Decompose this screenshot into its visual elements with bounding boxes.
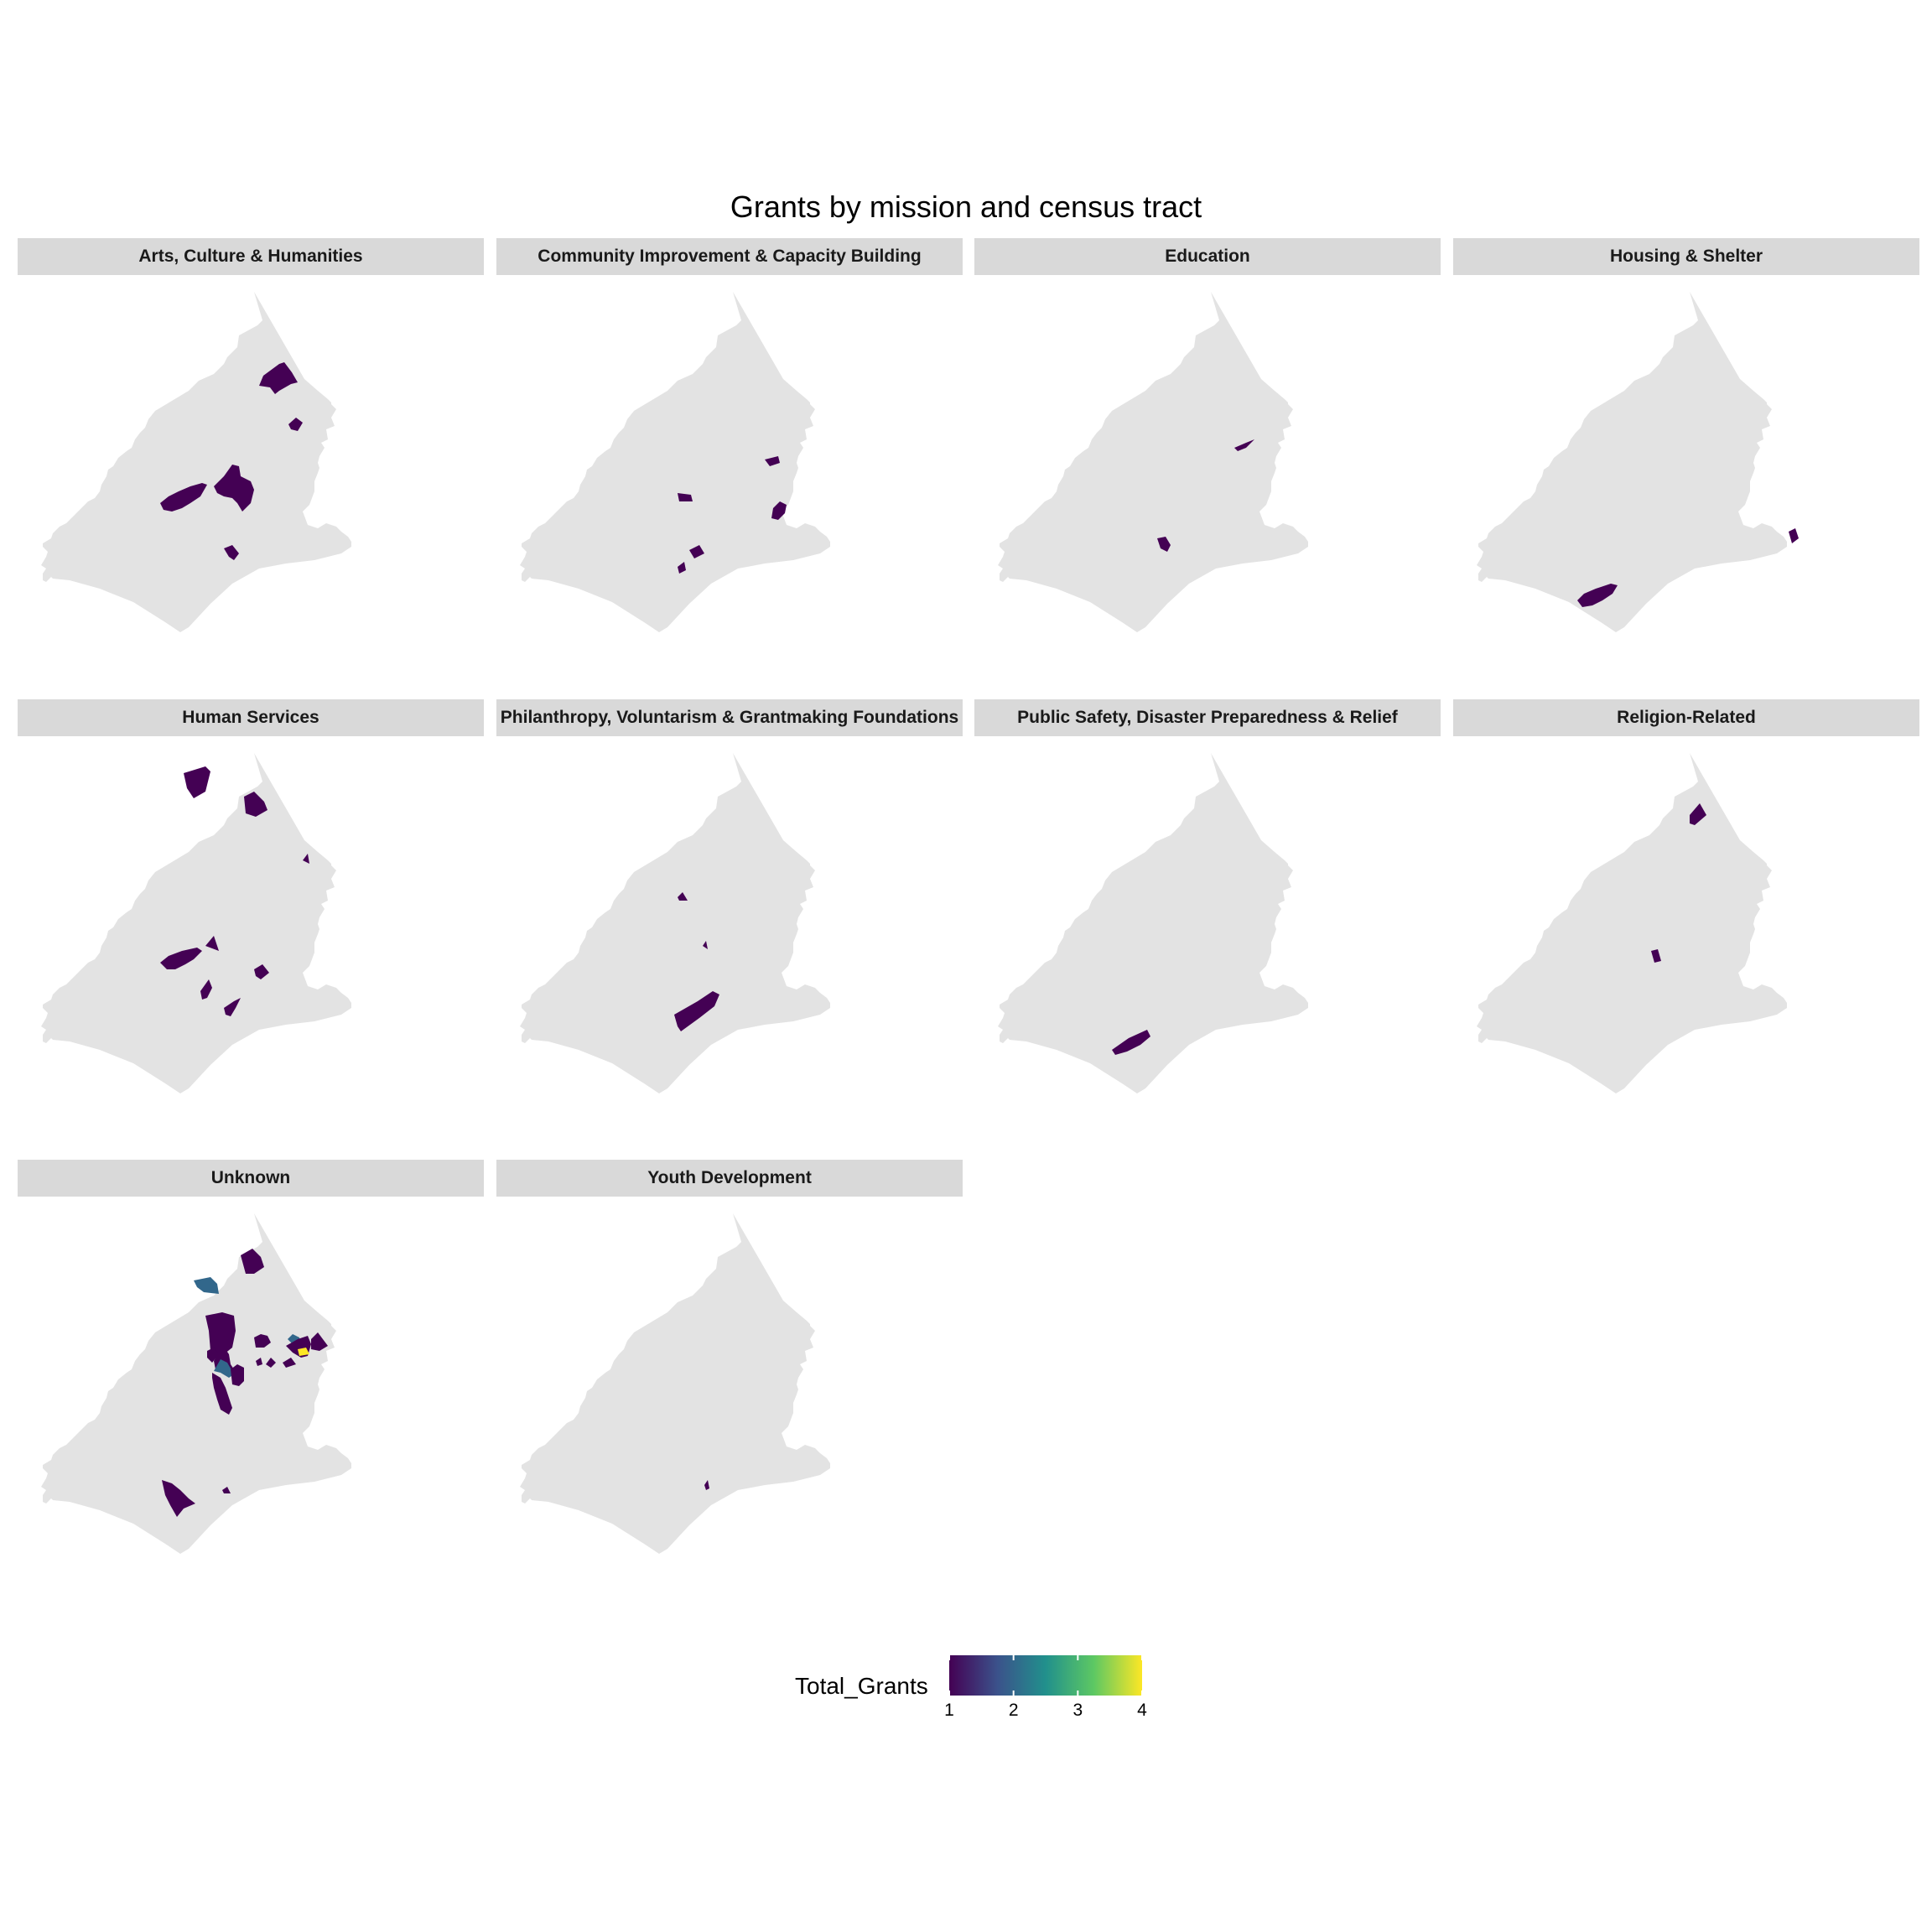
facet-panel: Community Improvement & Capacity Buildin…	[496, 238, 963, 667]
census-tract	[1651, 949, 1661, 963]
census-tract	[224, 998, 241, 1016]
region-outline	[1477, 753, 1787, 1093]
legend-tick-label: 1	[944, 1701, 954, 1720]
facet-panel: Education	[974, 238, 1441, 667]
census-tract	[678, 493, 693, 501]
census-tract	[162, 1480, 195, 1517]
facet-panel: Philanthropy, Voluntarism & Grantmaking …	[496, 699, 963, 1129]
census-tract	[1789, 528, 1799, 543]
census-tract	[704, 1480, 709, 1490]
region-outline	[520, 753, 830, 1093]
facet-strip-label: Arts, Culture & Humanities	[18, 238, 484, 275]
facet-map	[41, 753, 351, 1093]
census-tract	[771, 501, 787, 520]
facet-map	[1477, 292, 1799, 632]
census-tract	[256, 1358, 262, 1366]
census-tract	[1690, 803, 1706, 825]
facet-map	[998, 753, 1308, 1093]
census-tract	[224, 545, 239, 560]
census-tract	[254, 1334, 271, 1348]
census-tract	[283, 1358, 296, 1368]
region-outline	[998, 292, 1308, 632]
census-tract	[689, 545, 704, 558]
facet-strip-label: Unknown	[18, 1160, 484, 1197]
region-outline	[41, 292, 351, 632]
census-tract	[160, 948, 202, 969]
census-tract	[207, 1348, 219, 1363]
census-tract	[244, 792, 267, 817]
census-tract	[1577, 584, 1618, 607]
facet-map	[998, 292, 1308, 632]
facet-strip-label: Housing & Shelter	[1453, 238, 1919, 275]
facet-panel: Public Safety, Disaster Preparedness & R…	[974, 699, 1441, 1129]
census-tract	[184, 766, 210, 798]
facet-strip-label: Religion-Related	[1453, 699, 1919, 736]
facet-map	[520, 1213, 830, 1554]
census-tract	[205, 936, 219, 951]
region-outline	[41, 1213, 351, 1554]
facet-strip-label: Public Safety, Disaster Preparedness & R…	[974, 699, 1441, 736]
census-tract	[765, 456, 780, 466]
census-tract	[200, 979, 212, 1000]
census-tract	[678, 562, 686, 574]
census-tract	[254, 964, 269, 979]
facet-map	[41, 1213, 351, 1554]
facet-panel: Arts, Culture & Humanities	[18, 238, 484, 667]
region-outline	[1477, 292, 1787, 632]
legend-tick-label: 2	[1008, 1701, 1019, 1720]
census-tract	[205, 1312, 236, 1356]
census-tract	[311, 1332, 328, 1351]
facet-panel: Housing & Shelter	[1453, 238, 1919, 667]
census-tract	[674, 991, 719, 1031]
facet-panel: Unknown	[18, 1160, 484, 1589]
census-tract	[214, 465, 254, 512]
census-tract	[241, 1249, 264, 1274]
census-tract	[1112, 1030, 1150, 1055]
facet-strip-label: Youth Development	[496, 1160, 963, 1197]
census-tract	[259, 362, 298, 394]
census-tract	[303, 854, 309, 864]
census-tract	[1234, 439, 1254, 451]
census-tract	[160, 483, 207, 512]
legend-tick-label: 4	[1137, 1701, 1147, 1720]
census-tract	[222, 1487, 231, 1493]
region-outline	[41, 753, 351, 1093]
chart-title: Grants by mission and census tract	[730, 190, 1202, 224]
census-tract	[298, 1348, 309, 1356]
census-tract	[703, 941, 708, 949]
census-tract	[214, 1359, 234, 1378]
census-tract	[194, 1277, 219, 1294]
region-outline	[520, 1213, 830, 1554]
census-tract	[678, 892, 688, 901]
census-tract	[288, 418, 303, 431]
facet-strip-label: Education	[974, 238, 1441, 275]
census-tract	[266, 1358, 276, 1368]
facet-strip-label: Community Improvement & Capacity Buildin…	[496, 238, 963, 275]
region-outline	[998, 753, 1308, 1093]
facet-strip-label: Human Services	[18, 699, 484, 736]
facet-map	[1477, 753, 1787, 1093]
facet-panel: Human Services	[18, 699, 484, 1129]
facet-panel: Youth Development	[496, 1160, 963, 1589]
region-outline	[520, 292, 830, 632]
facet-map	[520, 753, 830, 1093]
facet-map	[520, 292, 830, 632]
facet-map	[41, 292, 351, 632]
legend-colorbar	[949, 1655, 1142, 1696]
census-tract	[1157, 537, 1171, 552]
census-tract	[231, 1364, 244, 1386]
facet-strip-label: Philanthropy, Voluntarism & Grantmaking …	[496, 699, 963, 736]
facet-panel: Religion-Related	[1453, 699, 1919, 1129]
legend-title: Total_Grants	[795, 1673, 928, 1699]
legend-tick-label: 3	[1072, 1701, 1083, 1720]
legend: Total_Grants 1 2 3 4	[788, 1647, 1174, 1727]
census-tract	[212, 1373, 232, 1415]
